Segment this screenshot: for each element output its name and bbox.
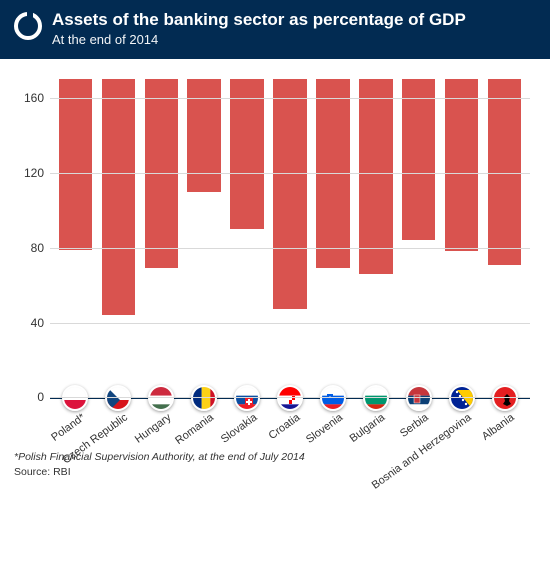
flag-icon-ro xyxy=(191,385,217,411)
bar xyxy=(59,79,92,249)
bar xyxy=(102,79,135,315)
flag-icon-hu xyxy=(148,385,174,411)
bar xyxy=(402,79,435,240)
header: Assets of the banking sector as percenta… xyxy=(0,0,550,59)
flag-icon-rs xyxy=(406,385,432,411)
footer: *Polish Financial Supervision Authority,… xyxy=(14,450,305,479)
flag-icon-si xyxy=(320,385,346,411)
flag-icon-hr xyxy=(277,385,303,411)
y-tick-label: 160 xyxy=(10,91,44,105)
bar-column: Slovakia xyxy=(226,79,269,397)
footnote: *Polish Financial Supervision Authority,… xyxy=(14,450,305,465)
bar-column: Albania xyxy=(483,79,526,397)
bar-column: Romania xyxy=(183,79,226,397)
plot-area: Poland*Czech RepublicHungaryRomaniaSlova… xyxy=(50,79,530,399)
chart-subtitle: At the end of 2014 xyxy=(52,32,536,47)
flag-icon-pl xyxy=(62,385,88,411)
x-tick-label: Hungary xyxy=(132,412,173,446)
flag-icon-ba xyxy=(449,385,475,411)
y-tick-label: 0 xyxy=(10,390,44,404)
y-tick-label: 40 xyxy=(10,316,44,330)
bar xyxy=(445,79,478,251)
bar xyxy=(359,79,392,274)
x-tick-label: Slovenia xyxy=(304,412,345,447)
x-tick-label: Croatia xyxy=(266,412,302,443)
flag-icon-sk xyxy=(234,385,260,411)
bar xyxy=(273,79,306,309)
grid-line xyxy=(50,173,530,174)
logo-icon xyxy=(14,12,42,45)
flag-icon-bg xyxy=(363,385,389,411)
bar-column: Croatia xyxy=(269,79,312,397)
x-tick-label: Romania xyxy=(173,412,216,448)
chart-title: Assets of the banking sector as percenta… xyxy=(52,10,536,30)
source: Source: RBI xyxy=(14,465,305,480)
grid-line xyxy=(50,98,530,99)
grid-line xyxy=(50,248,530,249)
x-tick-label: Slovakia xyxy=(218,412,259,446)
bar-column: Slovenia xyxy=(311,79,354,397)
bar-column: Bulgaria xyxy=(354,79,397,397)
grid-line xyxy=(50,397,530,398)
flag-icon-al xyxy=(492,385,518,411)
bar-column: Poland* xyxy=(54,79,97,397)
bar-column: Hungary xyxy=(140,79,183,397)
bar-column: Serbia xyxy=(397,79,440,397)
x-tick-label: Bulgaria xyxy=(348,412,388,445)
bar-column: Bosnia and Herzegovina xyxy=(440,79,483,397)
y-tick-label: 120 xyxy=(10,166,44,180)
chart: Poland*Czech RepublicHungaryRomaniaSlova… xyxy=(0,59,550,489)
bar xyxy=(230,79,263,229)
y-tick-label: 80 xyxy=(10,241,44,255)
bar-column: Czech Republic xyxy=(97,79,140,397)
x-tick-label: Albania xyxy=(480,412,517,443)
flag-icon-cz xyxy=(105,385,131,411)
x-tick-label: Serbia xyxy=(398,412,431,440)
bars-container: Poland*Czech RepublicHungaryRomaniaSlova… xyxy=(50,79,530,397)
grid-line xyxy=(50,323,530,324)
bar xyxy=(187,79,220,191)
x-tick-label: Poland* xyxy=(49,412,87,444)
